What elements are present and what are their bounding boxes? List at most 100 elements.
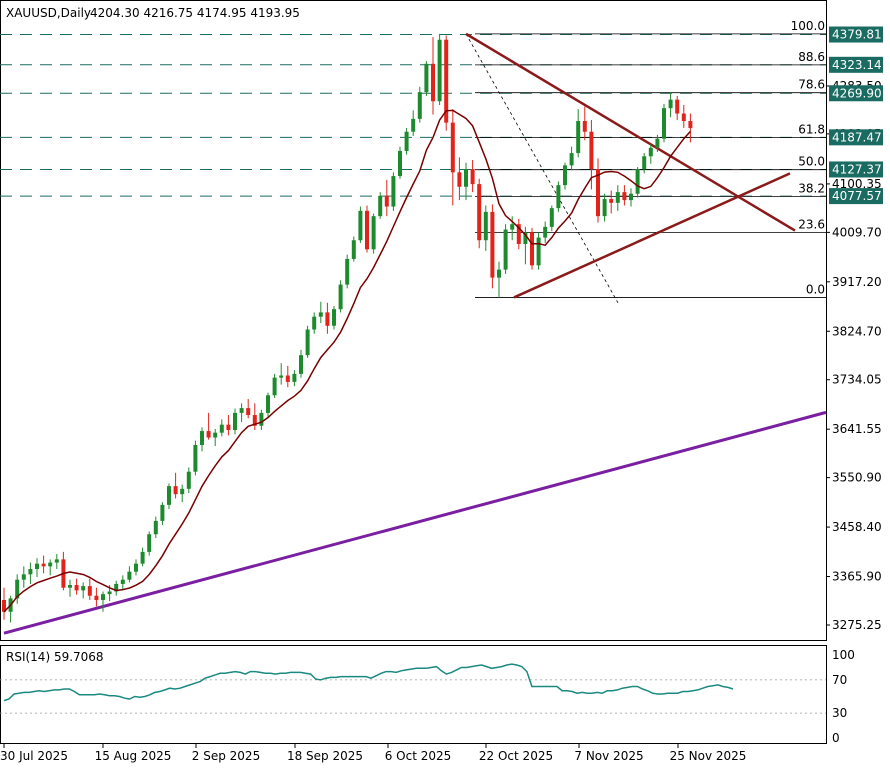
rsi-tick-label: 0 — [832, 731, 840, 745]
price-tick-label: 3458.40 — [832, 520, 882, 534]
price-labels: 4379.81 4323.14 4269.90 4187.47 4127.37 4077.… — [829, 26, 883, 205]
time-tick-label: 30 Jul 2025 — [0, 749, 68, 763]
resistance-trendline — [465, 32, 796, 232]
price-label-text: 4187.47 — [832, 130, 882, 144]
candle-body — [186, 471, 191, 489]
candle-body — [285, 375, 290, 382]
candle-body — [35, 563, 39, 570]
candle-body — [345, 258, 350, 285]
candle-body — [15, 579, 20, 599]
candle-body — [477, 184, 482, 241]
price-label-box — [829, 56, 883, 73]
candle-body — [549, 208, 554, 227]
candle-body — [101, 594, 105, 601]
candle-body — [378, 195, 383, 217]
candle-body — [21, 574, 26, 580]
candle-body — [226, 424, 231, 431]
candle-body — [140, 551, 145, 564]
time-tick-label: 22 Oct 2025 — [479, 749, 553, 763]
main-panel-border — [0, 0, 827, 641]
rsi-panel-border — [0, 645, 827, 744]
candle-body — [147, 534, 152, 552]
ohlc-label: 4204.30 4216.75 4174.95 4193.95 — [90, 6, 300, 20]
candle-body — [582, 121, 587, 132]
candle-body — [450, 122, 455, 173]
candle-body — [563, 165, 567, 186]
candle-body — [464, 169, 468, 187]
candle-body — [74, 585, 79, 591]
price-label-box — [829, 26, 883, 43]
candle-body — [272, 377, 277, 396]
candle-body — [127, 571, 132, 580]
candle-body — [305, 329, 310, 356]
candle-body — [437, 39, 442, 102]
fib-level-label: 78.6 — [798, 78, 825, 92]
candle-body — [404, 131, 409, 151]
fib-level-label: 88.6 — [798, 50, 825, 64]
candle-body — [424, 63, 429, 93]
candle-body — [292, 373, 297, 382]
price-tick-label: 3365.90 — [832, 570, 882, 584]
candle-body — [536, 237, 541, 266]
candle-body — [266, 395, 270, 413]
fib-level-label: 23.6 — [798, 217, 825, 231]
candle-body — [94, 595, 99, 601]
price-tick-label: 3917.20 — [832, 275, 882, 289]
time-tick-label: 6 Oct 2025 — [385, 749, 452, 763]
candle-body — [239, 408, 244, 413]
candle-body — [180, 488, 185, 495]
candle-body — [444, 39, 449, 123]
candle-body — [219, 424, 224, 433]
candle-body — [48, 562, 53, 567]
rsi-tick-label: 30 — [832, 706, 847, 720]
time-axis: 30 Jul 2025 15 Aug 2025 2 Sep 2025 18 Sep 2… — [0, 743, 746, 763]
candle-body — [470, 169, 475, 185]
candle-body — [28, 569, 33, 575]
candle-body — [371, 216, 376, 250]
candle-body — [134, 563, 138, 572]
candle-body — [299, 355, 303, 374]
time-tick-label: 7 Nov 2025 — [574, 749, 643, 763]
candle-body — [332, 309, 336, 326]
price-tick-label: 3550.90 — [832, 471, 882, 485]
candle-body — [662, 108, 666, 139]
candle-body — [213, 432, 218, 438]
candle-body — [167, 486, 171, 505]
price-label-box — [829, 188, 883, 205]
fib-level-label: 100.0 — [791, 19, 825, 33]
candle-body — [351, 240, 356, 259]
candle-body — [655, 138, 660, 148]
candle-body — [325, 312, 330, 326]
candle-body — [589, 131, 594, 170]
time-tick-label: 25 Nov 2025 — [670, 749, 747, 763]
candle-body — [576, 121, 581, 154]
candle-body — [417, 92, 422, 119]
fib-level-label: 0.0 — [806, 282, 825, 296]
candle-body — [635, 169, 640, 194]
price-label-text: 4323.14 — [832, 58, 882, 72]
fibonacci-retracement: 100.0 88.6 78.6 61.8 50.0 38.2 23.6 0.0 — [465, 19, 826, 303]
price-tick-label: 3641.55 — [832, 422, 882, 436]
candle-body — [107, 591, 112, 595]
moving-average — [3, 109, 691, 613]
candle-body — [411, 118, 416, 132]
price-tick-label: 4100.35 — [832, 177, 882, 191]
candle-body — [384, 195, 389, 207]
candle-body — [200, 431, 204, 445]
candle-body — [68, 585, 72, 588]
candle-body — [41, 563, 46, 567]
fib-level-label: 38.2 — [798, 181, 825, 195]
candle-body — [391, 176, 396, 207]
price-tick-label: 3275.25 — [832, 618, 882, 632]
candle-body — [510, 224, 515, 230]
candle-body — [596, 169, 600, 217]
price-tick-label: 3824.70 — [832, 324, 882, 338]
candle-body — [431, 63, 435, 102]
candle-body — [312, 316, 317, 330]
candle-body — [2, 600, 6, 612]
time-tick-label: 2 Sep 2025 — [192, 749, 260, 763]
price-label-box — [829, 129, 883, 146]
candle-body — [153, 520, 158, 535]
price-label-box — [829, 161, 883, 178]
